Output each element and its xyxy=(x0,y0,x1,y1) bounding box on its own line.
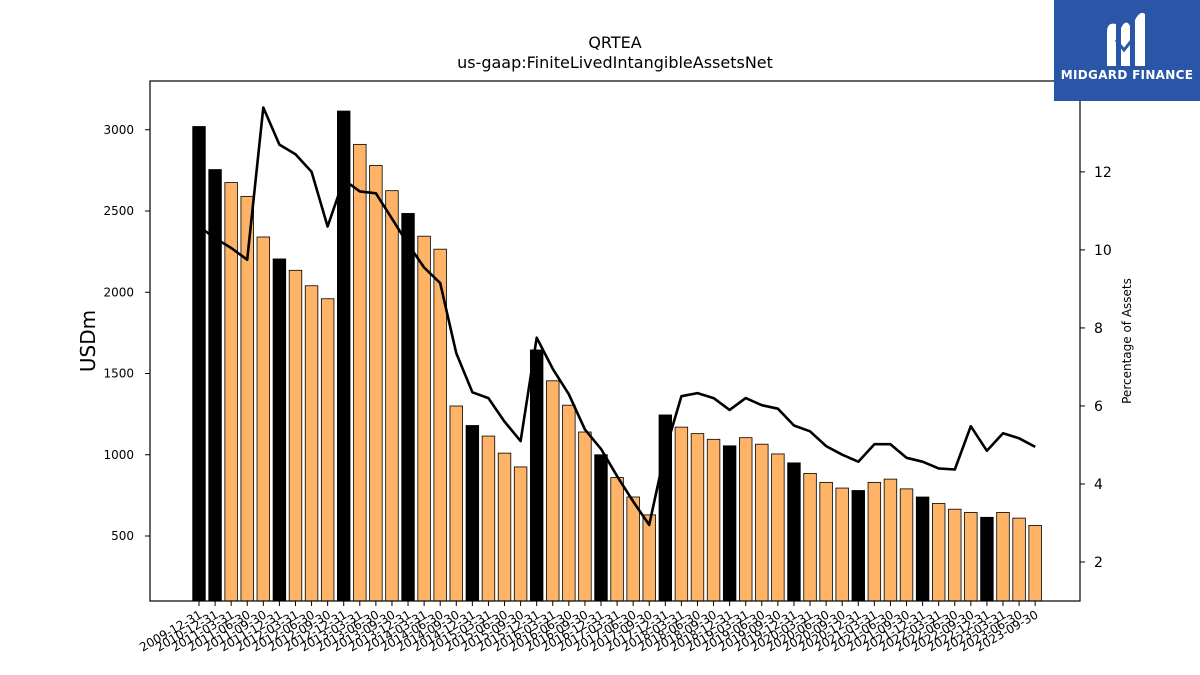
bar xyxy=(819,481,833,602)
y2-axis-label: Percentage of Assets xyxy=(1120,278,1134,404)
bar xyxy=(964,512,978,602)
y-tick-label: 2000 xyxy=(103,285,134,299)
bar xyxy=(658,414,673,602)
bar xyxy=(449,405,463,602)
bar xyxy=(851,490,865,602)
bar xyxy=(304,285,319,602)
bar xyxy=(578,431,592,602)
bar xyxy=(529,349,544,602)
bar xyxy=(369,165,383,602)
bar xyxy=(1028,525,1042,602)
bar xyxy=(337,110,351,602)
bar xyxy=(192,126,206,602)
bar xyxy=(674,426,689,602)
bar xyxy=(996,512,1010,602)
bar xyxy=(722,445,737,602)
y2-tick-label: 4 xyxy=(1094,477,1103,493)
bar xyxy=(465,425,480,602)
bar xyxy=(256,236,271,602)
y-tick-label: 500 xyxy=(111,529,134,543)
chart-subtitle: us-gaap:FiniteLivedIntangibleAssetsNet xyxy=(457,53,773,72)
plot-frame xyxy=(149,80,1081,602)
x-axis: 2009-12-312010-12-312011-03-312011-06-30… xyxy=(137,601,1041,654)
bar xyxy=(980,516,994,602)
brand-name: MIDGARD FINANCE xyxy=(1060,68,1194,82)
bar xyxy=(497,452,512,602)
bar xyxy=(706,438,721,602)
y-tick-label: 1000 xyxy=(103,448,134,462)
bar xyxy=(899,488,914,602)
chart-title: QRTEA xyxy=(588,33,641,52)
bar xyxy=(803,473,817,602)
bar xyxy=(690,433,705,602)
y-tick-label: 1500 xyxy=(103,367,134,381)
y-tick-label: 3000 xyxy=(103,123,134,137)
bar xyxy=(739,437,753,602)
bar xyxy=(594,454,608,602)
bar xyxy=(288,269,303,602)
bar xyxy=(771,453,785,602)
bar xyxy=(353,143,367,602)
line-group xyxy=(198,106,1036,527)
y-tick-label: 2500 xyxy=(103,204,134,218)
bar xyxy=(385,190,399,602)
y2-tick-label: 8 xyxy=(1094,321,1103,337)
bar xyxy=(417,235,431,602)
y2-tick-label: 12 xyxy=(1094,165,1112,181)
y2-tick-label: 10 xyxy=(1094,243,1112,259)
percentage-line xyxy=(198,106,1036,527)
y2-tick-label: 2 xyxy=(1094,555,1103,571)
bar xyxy=(948,508,962,602)
bar xyxy=(1012,517,1026,602)
bar xyxy=(787,462,801,602)
bar xyxy=(272,258,287,602)
bar xyxy=(915,496,930,602)
right-axis: 2 4 6 8 10 12 xyxy=(1080,165,1112,571)
bar xyxy=(481,435,496,602)
bar xyxy=(931,503,946,602)
bar xyxy=(546,380,560,602)
bar-group xyxy=(192,110,1042,602)
bar xyxy=(883,478,898,602)
bar xyxy=(835,487,849,602)
bar xyxy=(626,496,640,602)
midgard-m-logo-icon xyxy=(1107,12,1145,67)
bar xyxy=(610,477,624,602)
bar xyxy=(642,514,656,602)
brand-logo: MIDGARD FINANCE xyxy=(1054,0,1200,101)
bar xyxy=(867,481,882,602)
bar xyxy=(755,443,769,602)
bar xyxy=(320,298,335,602)
bar xyxy=(562,404,576,602)
left-axis: 500 1000 1500 2000 2500 3000 xyxy=(103,123,150,543)
y2-tick-label: 6 xyxy=(1094,399,1103,415)
bar xyxy=(513,466,528,602)
bar xyxy=(401,213,415,602)
y-axis-label: USDm xyxy=(76,310,100,372)
